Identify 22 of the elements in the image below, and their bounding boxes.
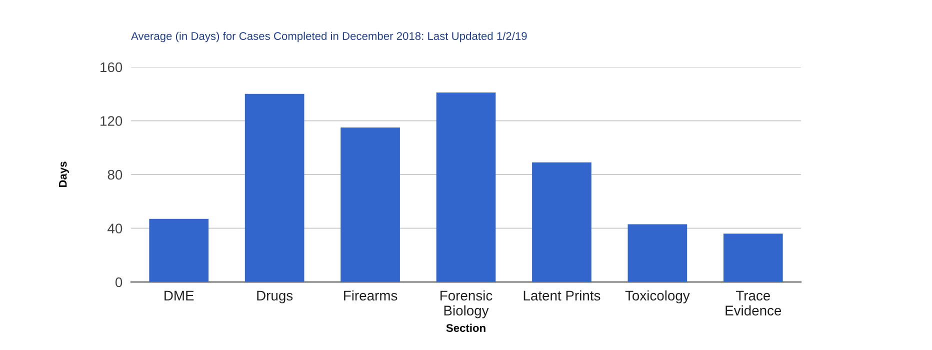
bar [340,127,400,282]
y-tick-label: 160 [100,62,122,72]
bar [436,92,496,282]
y-tick-label: 0 [115,277,122,288]
bar [149,218,209,282]
y-axis-title: Days [58,162,69,188]
y-tick-label: 40 [108,224,122,234]
bar [244,94,304,282]
x-tick-label: Latent Prints [524,290,600,301]
x-tick-label: Firearms [344,290,398,301]
chart-title: Average (in Days) for Cases Completed in December 2018: Last Updated 1/2/19 [131,32,527,42]
x-tick-label: Toxicology [625,290,690,304]
x-tick-label: Drugs [257,290,293,304]
x-tick-label: DME [164,290,194,300]
x-axis-title: Section [446,324,486,332]
y-tick-label: 120 [100,116,122,126]
bar [628,224,688,282]
y-tick-label: 80 [108,170,122,180]
bar [723,234,783,282]
x-tick-label: Forensic Biology [440,290,492,318]
bar [532,162,592,282]
x-tick-label: Trace Evidence [726,290,782,316]
